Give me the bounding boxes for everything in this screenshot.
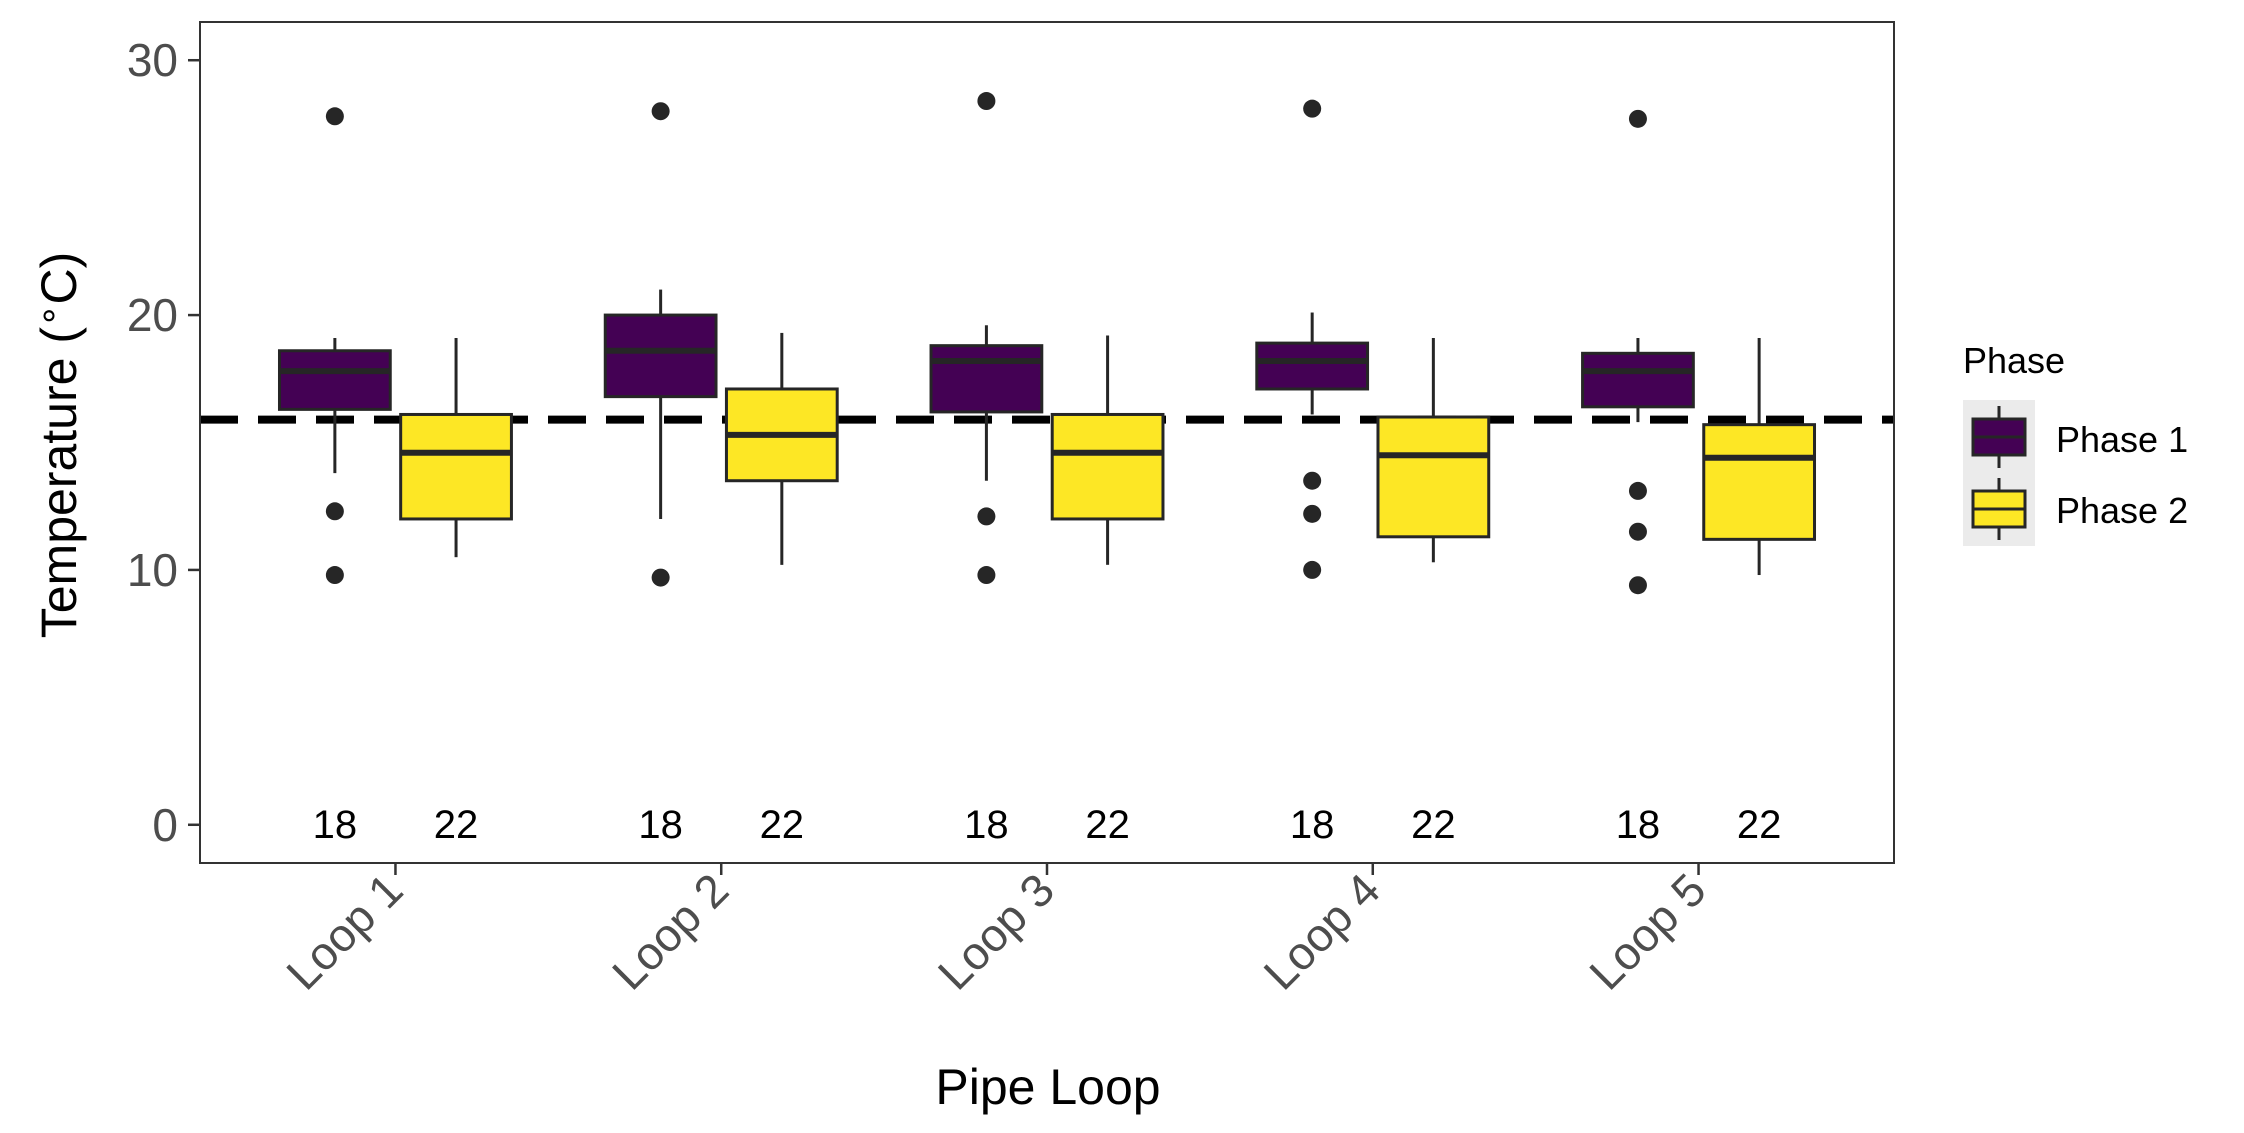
outlier-loop-2-phase-1-1 bbox=[651, 102, 670, 121]
iqr-box-loop-1-phase-1 bbox=[277, 349, 392, 411]
y-axis-title-part-1: Temperature ( bbox=[31, 327, 87, 639]
outlier-loop-1-phase-1-2 bbox=[325, 502, 344, 521]
iqr-box-loop-2-phase-1 bbox=[603, 313, 718, 399]
y-tick-label-2: 20 bbox=[127, 289, 178, 341]
iqr-box-loop-5-phase-2 bbox=[1702, 423, 1817, 541]
outlier-loop-5-phase-1-3 bbox=[1628, 522, 1647, 541]
iqr-box-loop-3-phase-1 bbox=[929, 344, 1044, 414]
box-loop-4-phase-2 bbox=[1376, 338, 1491, 563]
box-loop-5-phase-1 bbox=[1581, 109, 1695, 595]
box-loop-3-phase-1 bbox=[929, 92, 1044, 585]
outlier-loop-5-phase-1-4 bbox=[1628, 576, 1647, 595]
count-label-loop-1-phase-1: 18 bbox=[313, 803, 358, 847]
box-loop-1-phase-2 bbox=[399, 338, 513, 558]
box-loop-1-phase-1 bbox=[277, 107, 392, 585]
legend-label-phase-2: Phase 2 bbox=[2056, 490, 2188, 531]
count-label-loop-4-phase-2: 22 bbox=[1411, 803, 1456, 847]
outlier-loop-3-phase-1-3 bbox=[977, 566, 996, 585]
box-loop-3-phase-2 bbox=[1050, 335, 1165, 565]
y-axis-title-part-2: C) bbox=[31, 252, 87, 305]
iqr-box-loop-5-phase-1 bbox=[1581, 351, 1695, 409]
count-label-loop-2-phase-1: 18 bbox=[638, 803, 683, 847]
count-label-loop-2-phase-2: 22 bbox=[760, 803, 805, 847]
count-label-loop-4-phase-1: 18 bbox=[1290, 803, 1335, 847]
box-loop-2-phase-2 bbox=[724, 332, 839, 565]
count-label-loop-3-phase-2: 22 bbox=[1085, 803, 1130, 847]
legend-label-phase-1: Phase 1 bbox=[2056, 419, 2188, 460]
y-axis-title: Temperature (∘C) bbox=[27, 252, 87, 639]
count-label-loop-3-phase-1: 18 bbox=[964, 803, 1009, 847]
y-tick-label-3: 30 bbox=[127, 34, 178, 86]
outlier-loop-4-phase-1-2 bbox=[1303, 471, 1322, 490]
count-label-loop-1-phase-2: 22 bbox=[434, 803, 479, 847]
y-tick-label-0: 0 bbox=[152, 799, 178, 851]
outlier-loop-4-phase-1-4 bbox=[1303, 560, 1322, 579]
iqr-box-loop-1-phase-2 bbox=[399, 412, 513, 521]
legend-key-2 bbox=[1971, 478, 2027, 540]
outlier-loop-3-phase-1-2 bbox=[977, 507, 996, 526]
box-loop-2-phase-1 bbox=[603, 102, 718, 587]
legend-key-1 bbox=[1971, 406, 2027, 468]
box-loop-4-phase-1 bbox=[1255, 99, 1370, 579]
x-axis-title: Pipe Loop bbox=[935, 1059, 1160, 1115]
outlier-loop-4-phase-1-1 bbox=[1303, 99, 1322, 118]
plot-area: 18 18 18 18 18 22 22 22 22 22 bbox=[200, 92, 1894, 847]
iqr-box-loop-4-phase-1 bbox=[1255, 341, 1370, 391]
legend: Phase Phase 1 Phase 2 bbox=[1963, 340, 2188, 546]
outlier-loop-5-phase-1-2 bbox=[1628, 481, 1647, 500]
box-loop-5-phase-2 bbox=[1702, 338, 1817, 576]
count-label-loop-5-phase-2: 22 bbox=[1737, 803, 1782, 847]
outlier-loop-2-phase-1-2 bbox=[651, 568, 670, 587]
iqr-box-loop-3-phase-2 bbox=[1050, 412, 1165, 521]
outlier-loop-1-phase-1-1 bbox=[325, 107, 344, 126]
outlier-loop-4-phase-1-3 bbox=[1303, 504, 1322, 523]
iqr-box-loop-4-phase-2 bbox=[1376, 415, 1491, 539]
y-axis-title-degree: ∘ bbox=[27, 304, 68, 327]
outlier-loop-5-phase-1-1 bbox=[1628, 109, 1647, 128]
outlier-loop-3-phase-1-1 bbox=[977, 92, 996, 111]
y-tick-label-1: 10 bbox=[127, 544, 178, 596]
legend-title: Phase bbox=[1963, 340, 2065, 381]
outlier-loop-1-phase-1-3 bbox=[325, 566, 344, 585]
count-label-loop-5-phase-1: 18 bbox=[1616, 803, 1661, 847]
